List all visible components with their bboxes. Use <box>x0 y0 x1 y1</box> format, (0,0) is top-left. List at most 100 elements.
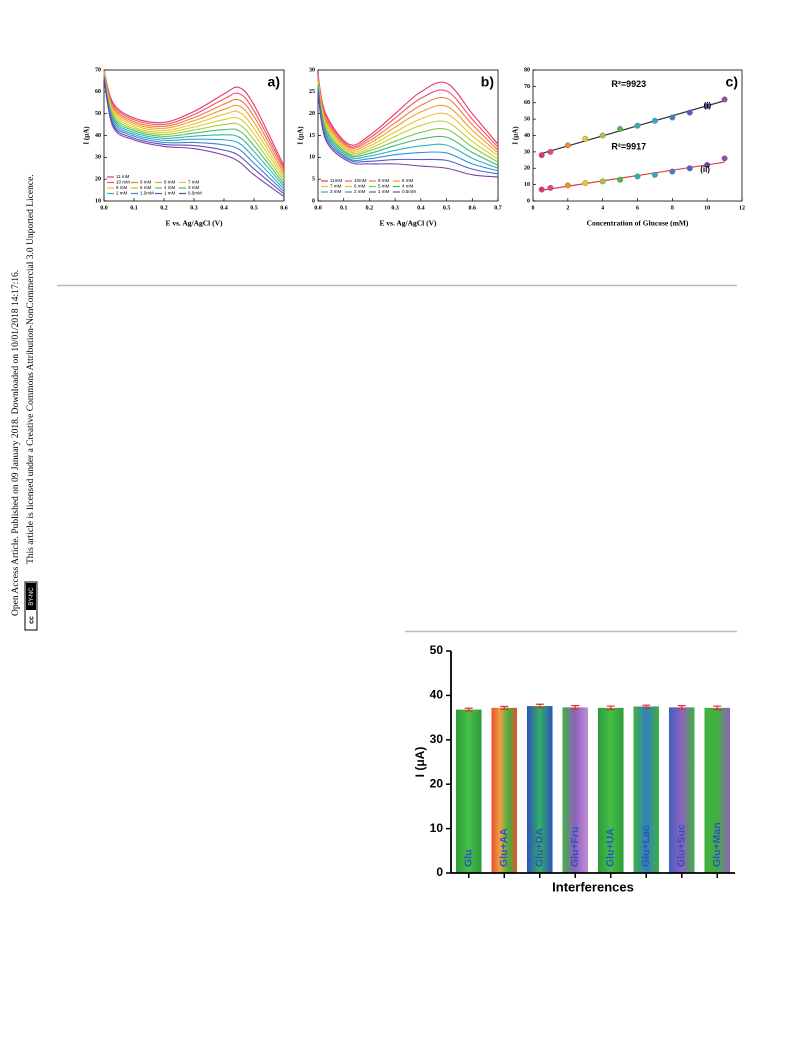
x-tick-label: 0.6 <box>280 205 288 211</box>
error-bar <box>677 705 686 710</box>
point <box>721 155 728 162</box>
bar-label: Glu+Fru <box>569 826 581 867</box>
legend-label: 2 mM <box>116 191 128 196</box>
legend-label: 9 mM <box>378 178 390 183</box>
y-tick-label: 70 <box>524 84 530 90</box>
curve <box>317 89 499 175</box>
curve <box>103 73 285 180</box>
x-axis-label: E vs. Ag/AgCl (V) <box>379 219 437 228</box>
curve <box>103 78 285 198</box>
point <box>669 114 676 121</box>
curve <box>103 74 285 182</box>
x-tick-label: 0.6 <box>469 205 477 211</box>
y-tick-label: 10 <box>430 821 444 835</box>
y-tick-label: 60 <box>95 89 101 95</box>
fit-line <box>541 161 725 191</box>
legend-label: 3 mM <box>330 189 342 194</box>
curve <box>103 72 285 174</box>
y-tick-label: 20 <box>309 111 315 117</box>
bar-label: Glu+Lac <box>640 825 652 867</box>
legend-label: 1 mM <box>164 191 176 196</box>
y-tick-label: 10 <box>309 155 315 161</box>
point <box>599 178 606 185</box>
curve <box>317 79 499 154</box>
y-tick-label: 30 <box>524 149 530 155</box>
point <box>634 173 641 180</box>
y-tick-label: 25 <box>309 89 315 95</box>
y-tick-label: 10 <box>524 182 530 188</box>
x-tick-label: 0.0 <box>100 205 108 211</box>
bar-label: Glu+Man <box>711 822 723 867</box>
point <box>634 122 641 129</box>
annotation: R²=9923 <box>611 79 646 89</box>
y-tick-label: 40 <box>95 133 101 139</box>
bar <box>668 707 695 873</box>
chart: 10 20 30 40 50 60 70 0.0 0.1 0.2 0.3 0.4 0.5 0.6 E vs.… <box>83 67 288 227</box>
legend-label: 1 mM <box>378 189 390 194</box>
bar <box>491 707 518 873</box>
point <box>651 117 658 124</box>
y-tick-label: 20 <box>524 166 530 172</box>
legend-label: 5 mM <box>140 185 152 190</box>
y-tick-label: 10 <box>95 198 101 204</box>
y-axis-label: I (μA) <box>512 126 520 145</box>
bar-label: Glu+Suc <box>676 824 688 867</box>
curve <box>317 74 499 146</box>
x-tick-label: 2 <box>566 205 569 211</box>
y-tick-label: 30 <box>430 732 444 746</box>
x-tick-label: 0.3 <box>391 205 399 211</box>
point <box>704 162 711 168</box>
error-bar <box>500 705 509 710</box>
y-tick-label: 5 <box>312 177 315 183</box>
x-tick-label: 0.2 <box>160 205 168 211</box>
y-tick-label: 40 <box>430 688 444 702</box>
y-tick-label: 20 <box>95 177 101 183</box>
y-axis-label: I (μA) <box>297 126 305 145</box>
curve <box>317 88 499 172</box>
x-axis-label: Concentration of Glucose (mM) <box>587 219 689 228</box>
x-axis-label: E vs. Ag/AgCl (V) <box>165 219 223 228</box>
x-tick-label: 10 <box>704 205 710 211</box>
y-tick-label: 50 <box>95 111 101 117</box>
y-axis-label: I (μA) <box>83 126 91 145</box>
x-tick-label: 0 <box>532 205 535 211</box>
y-tick-label: 80 <box>524 67 530 73</box>
point <box>547 148 554 155</box>
sidebar-line: This article is licensed under a Creativ… <box>26 174 36 564</box>
bar-label: Glu+UA <box>605 828 617 867</box>
chart: 0 10 20 30 40 50 Glu Glu+AA Glu+DA Glu+Fru Glu+UA G… <box>413 643 735 894</box>
legend-label: 11mM <box>330 178 342 183</box>
point <box>669 168 676 175</box>
curve <box>317 80 499 157</box>
point <box>686 165 693 172</box>
x-axis-label: Interferences <box>552 879 634 894</box>
curve <box>103 74 285 185</box>
legend-label: 6 mM <box>116 185 128 190</box>
y-tick-label: 0 <box>436 865 443 879</box>
license-badge-dark <box>26 583 36 610</box>
chart: 0 5 10 15 20 25 30 0.0 0.1 0.2 0.3 0.4 0.5 0.6 0.7 E vs… <box>297 67 502 227</box>
legend-label: 8 mM <box>402 178 414 183</box>
x-tick-label: 0.3 <box>190 205 198 211</box>
x-tick-label: 0.1 <box>130 205 138 211</box>
curve <box>103 72 285 177</box>
error-bar <box>464 707 473 712</box>
y-tick-label: 30 <box>309 67 315 73</box>
bar <box>597 707 624 873</box>
bar <box>562 707 589 873</box>
legend-label: 0.5mM <box>188 191 202 196</box>
curve <box>103 76 285 190</box>
legend-label: 0.5mM <box>402 189 416 194</box>
curve <box>317 82 499 160</box>
x-tick-label: 0.4 <box>220 205 228 211</box>
point <box>564 182 571 189</box>
point <box>651 171 658 178</box>
point <box>564 142 571 149</box>
y-tick-label: 20 <box>430 776 444 790</box>
y-tick-label: 70 <box>95 67 101 73</box>
x-tick-label: 8 <box>671 205 674 211</box>
error-bar <box>642 704 651 709</box>
x-tick-label: 0.5 <box>443 205 451 211</box>
sidebar: Open Access Article. Published on 09 Jan… <box>11 174 38 631</box>
y-tick-label: 0 <box>312 198 315 204</box>
